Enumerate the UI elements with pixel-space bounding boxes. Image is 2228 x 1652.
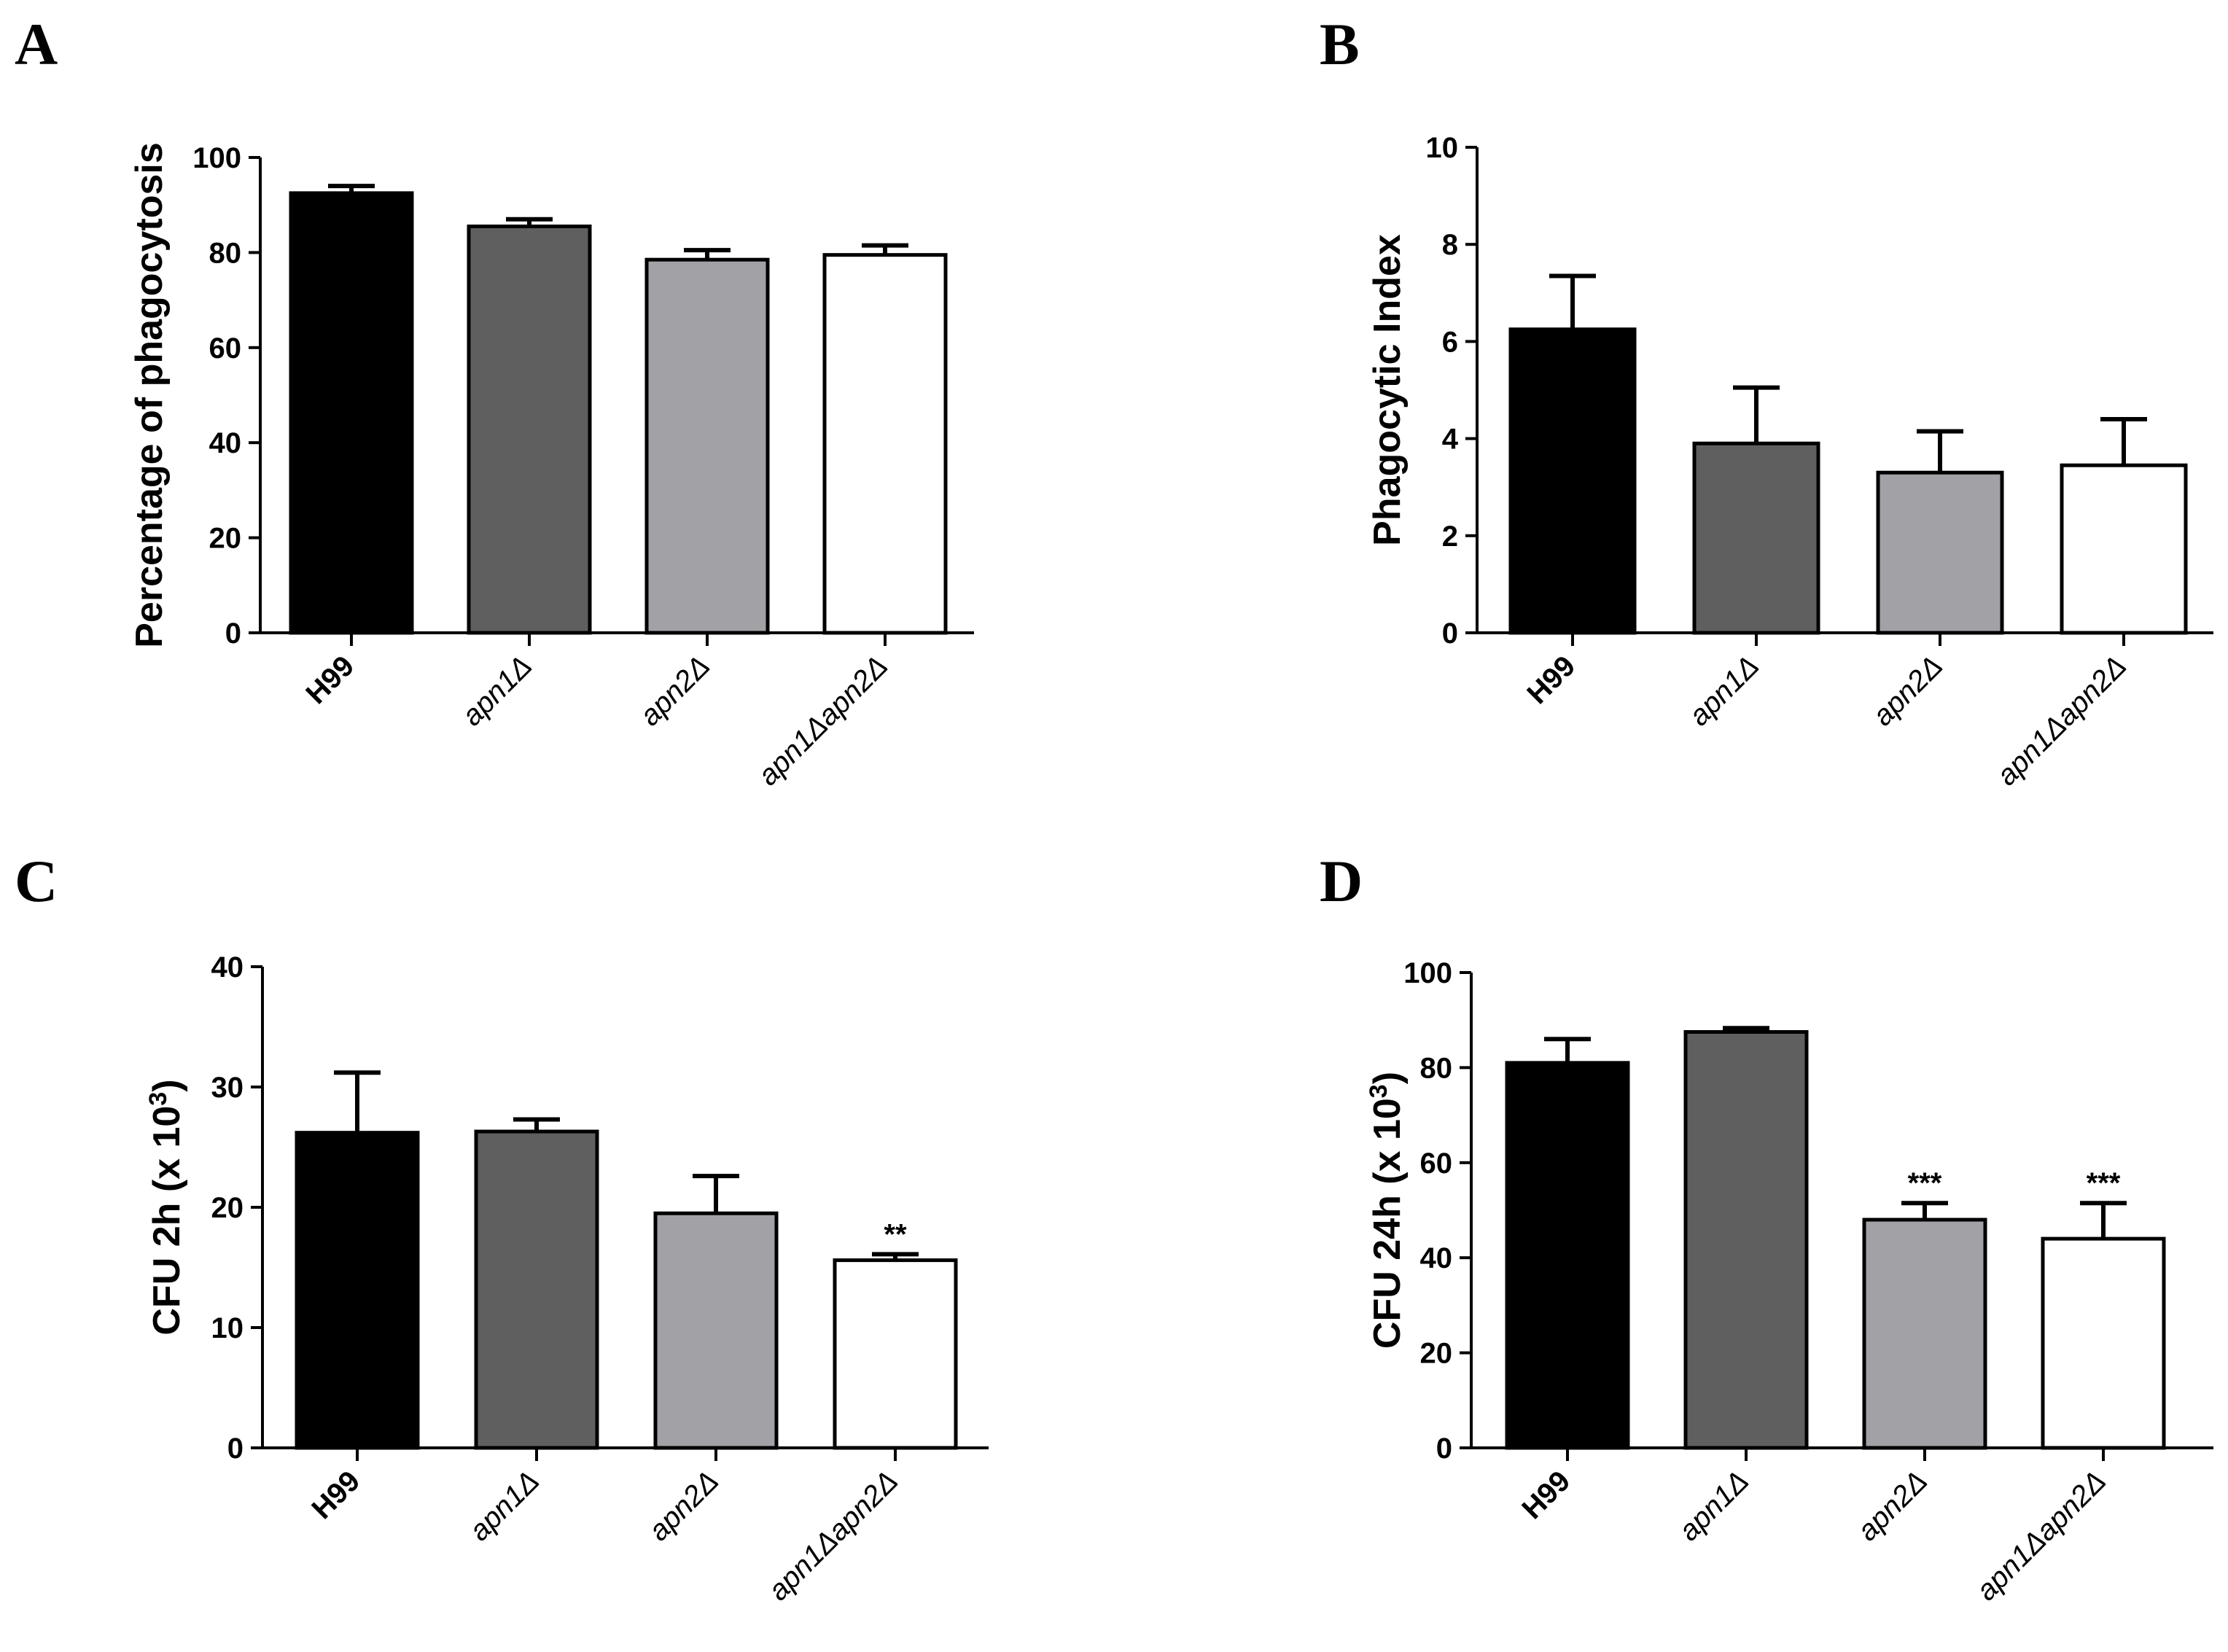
bar bbox=[467, 225, 592, 635]
y-tick-label: 100 bbox=[1403, 957, 1452, 989]
y-axis-label: Phagocytic Index bbox=[1366, 234, 1409, 546]
panel-letter-d: D bbox=[1320, 848, 1363, 914]
bar bbox=[2060, 463, 2188, 635]
y-axis-label: CFU 2h (x 103) bbox=[144, 1079, 188, 1335]
y-axis-label-exponent: 3 bbox=[144, 1092, 172, 1106]
y-tick-label: 20 bbox=[211, 1192, 244, 1224]
y-tick-label: 80 bbox=[209, 237, 242, 269]
y-tick-label: 0 bbox=[1436, 1433, 1452, 1465]
y-axis-label-text: CFU 24h (x 10 bbox=[1366, 1098, 1409, 1349]
bar bbox=[1505, 1061, 1630, 1450]
y-tick-label: 10 bbox=[1426, 132, 1459, 164]
bar bbox=[822, 253, 948, 635]
bar bbox=[1508, 327, 1637, 635]
bar bbox=[289, 191, 414, 635]
y-tick-label: 30 bbox=[211, 1072, 244, 1104]
significance-marker: ** bbox=[884, 1218, 907, 1250]
bar bbox=[1876, 470, 2004, 635]
panel-letter-c: C bbox=[15, 848, 58, 914]
y-axis-label-text: Phagocytic Index bbox=[1366, 234, 1409, 546]
y-tick-label: 0 bbox=[1442, 617, 1458, 650]
y-tick-label: 40 bbox=[1420, 1242, 1453, 1274]
y-tick-label: 60 bbox=[1420, 1148, 1453, 1180]
y-axis-label: Percentage of phagocytosis bbox=[128, 142, 171, 648]
bar bbox=[644, 257, 770, 635]
y-tick-label: 100 bbox=[192, 142, 241, 174]
panel-letter-a: A bbox=[15, 11, 58, 77]
panel-letter-b: B bbox=[1320, 11, 1360, 77]
y-axis-label-text: CFU 2h (x 10 bbox=[146, 1106, 188, 1336]
bar bbox=[2041, 1236, 2166, 1450]
bar bbox=[295, 1131, 420, 1450]
bar bbox=[1692, 441, 1820, 635]
y-tick-label: 6 bbox=[1442, 326, 1458, 358]
y-tick-label: 60 bbox=[209, 332, 242, 365]
y-tick-label: 10 bbox=[211, 1312, 244, 1344]
y-tick-label: 40 bbox=[209, 427, 242, 459]
bar bbox=[1862, 1217, 1987, 1450]
y-tick-label: 20 bbox=[209, 523, 242, 555]
y-tick-label: 20 bbox=[1420, 1338, 1453, 1370]
bar bbox=[833, 1258, 958, 1450]
significance-marker: *** bbox=[2087, 1167, 2121, 1199]
y-axis-label-end: ) bbox=[1366, 1072, 1409, 1084]
y-tick-label: 40 bbox=[211, 951, 244, 983]
bar bbox=[653, 1211, 779, 1450]
y-tick-label: 0 bbox=[225, 617, 241, 650]
y-tick-label: 2 bbox=[1442, 521, 1458, 553]
y-tick-label: 4 bbox=[1442, 424, 1459, 456]
bar bbox=[1683, 1030, 1809, 1450]
bar bbox=[474, 1129, 599, 1450]
y-axis-label-text: Percentage of phagocytosis bbox=[128, 142, 171, 648]
y-axis-label: CFU 24h (x 103) bbox=[1365, 1072, 1409, 1349]
y-tick-label: 8 bbox=[1442, 229, 1458, 261]
y-tick-label: 0 bbox=[227, 1433, 244, 1465]
y-tick-label: 80 bbox=[1420, 1052, 1453, 1084]
significance-marker: *** bbox=[1908, 1167, 1942, 1199]
y-axis-label-exponent: 3 bbox=[1365, 1084, 1392, 1098]
y-axis-label-end: ) bbox=[146, 1079, 188, 1091]
